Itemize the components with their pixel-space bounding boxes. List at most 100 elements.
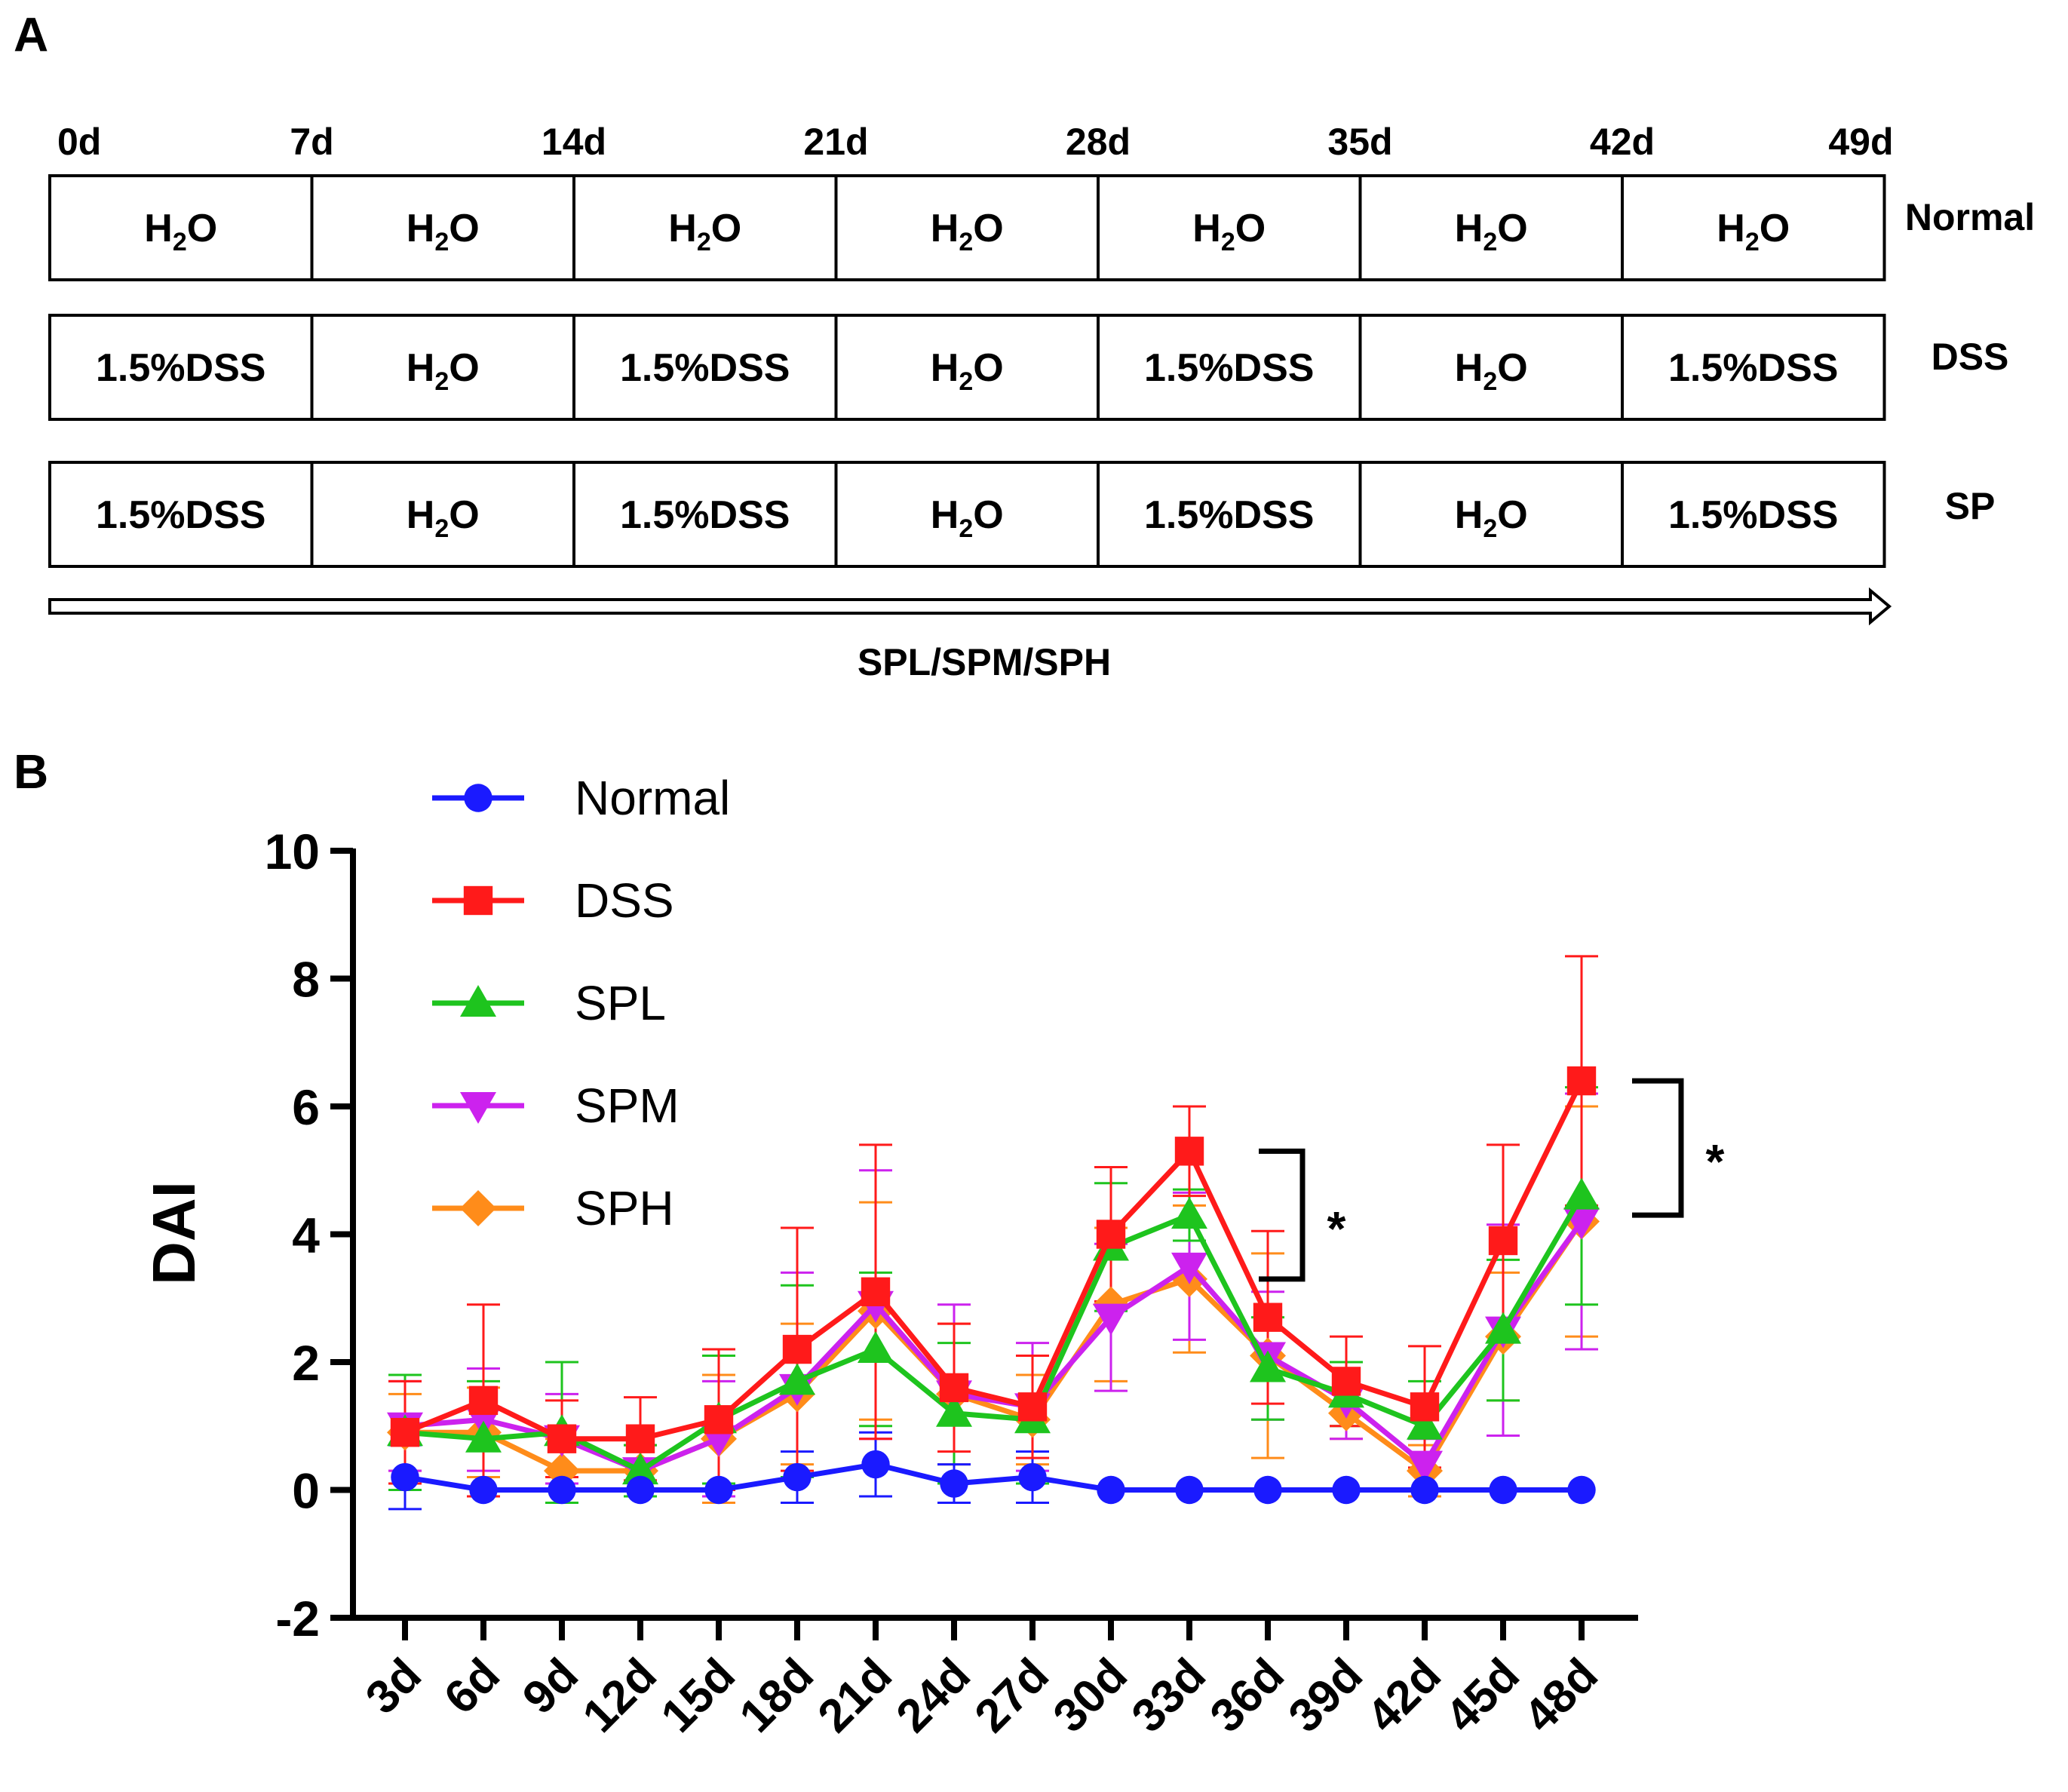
data-point-dss xyxy=(1488,1226,1518,1256)
cell-text-tail: O xyxy=(449,207,479,250)
data-point-normal xyxy=(1332,1475,1361,1505)
x-tick-label: 36d xyxy=(1201,1649,1294,1742)
data-point-spm xyxy=(1093,1303,1129,1336)
significance-bracket xyxy=(1632,1078,1684,1218)
cell-text-subscript: 2 xyxy=(173,228,187,256)
day-label: 49d xyxy=(1828,121,1893,163)
data-point-spm xyxy=(1171,1252,1207,1284)
cell-text-subscript: 2 xyxy=(1483,228,1497,256)
cell-text-tail: O xyxy=(187,207,217,250)
cell-text-tail: O xyxy=(1497,346,1527,390)
legend-marker-diamond xyxy=(460,1190,496,1226)
significance-star: * xyxy=(1706,1134,1725,1189)
x-tick-label: 18d xyxy=(730,1649,824,1742)
data-point-spl xyxy=(465,1420,502,1453)
data-point-dss xyxy=(861,1277,891,1306)
data-point-dss xyxy=(939,1373,969,1403)
x-tick-label: 39d xyxy=(1279,1649,1373,1742)
cell-text-main: H xyxy=(407,346,435,390)
data-point-normal xyxy=(1097,1475,1125,1505)
day-label: 0d xyxy=(57,121,101,163)
schedule-cell-text: 1.5%DSS xyxy=(1144,346,1314,390)
y-tick-label: 10 xyxy=(265,824,320,879)
x-tick-label: 12d xyxy=(573,1649,667,1742)
cell-text-subscript: 2 xyxy=(434,367,449,396)
cell-text-subscript: 2 xyxy=(434,514,449,543)
data-point-dss xyxy=(1410,1392,1440,1422)
data-point-spl xyxy=(622,1453,658,1485)
data-point-normal xyxy=(1489,1475,1517,1505)
legend-marker-circle xyxy=(464,784,492,812)
data-point-spl xyxy=(936,1395,972,1427)
data-point-normal xyxy=(861,1450,890,1479)
cell-text-tail: O xyxy=(1497,493,1527,537)
series-line-sph xyxy=(405,1220,1584,1474)
schedule-row-name: SP xyxy=(1945,485,1996,527)
y-tick-label: -2 xyxy=(275,1591,320,1646)
data-point-dss xyxy=(1566,1066,1597,1096)
cell-text-main: 1.5%DSS xyxy=(1144,493,1314,537)
cell-text-main: 1.5%DSS xyxy=(1668,346,1838,390)
cell-text-main: H xyxy=(1717,207,1745,250)
data-point-dss xyxy=(782,1334,812,1364)
cell-text-tail: O xyxy=(1497,207,1527,250)
schedule-cell-text: H2O xyxy=(1717,207,1790,256)
x-tick-label: 3d xyxy=(356,1649,431,1724)
x-tick-label: 48d xyxy=(1514,1649,1608,1742)
day-label: 21d xyxy=(803,121,868,163)
schedule-cell-text: H2O xyxy=(931,207,1004,256)
data-point-normal xyxy=(548,1475,576,1505)
treatment-arrow: SPL/SPM/SPH xyxy=(48,587,1892,683)
data-point-normal xyxy=(391,1462,419,1492)
cell-text-main: H xyxy=(931,346,959,390)
legend-marker-square xyxy=(463,885,493,916)
cell-text-main: 1.5%DSS xyxy=(96,493,265,537)
x-tick-label: 9d xyxy=(513,1649,588,1724)
x-tick-label: 6d xyxy=(434,1649,510,1724)
x-tick-label: 15d xyxy=(652,1649,745,1742)
data-point-normal xyxy=(1175,1475,1204,1505)
data-point-normal xyxy=(1567,1475,1596,1505)
data-point-normal xyxy=(704,1475,733,1505)
data-point-dss xyxy=(1174,1137,1204,1166)
data-point-spl xyxy=(1563,1177,1600,1210)
schedule-cell-text: 1.5%DSS xyxy=(1144,493,1314,537)
schedule-cell-text: H2O xyxy=(668,207,741,256)
y-tick-label: 2 xyxy=(292,1335,320,1391)
cell-text-main: H xyxy=(1455,207,1483,250)
treatment-arrow-label: SPL/SPM/SPH xyxy=(858,641,1111,683)
day-label: 7d xyxy=(290,121,333,163)
schedule-cell-text: H2O xyxy=(1192,207,1266,256)
cell-text-tail: O xyxy=(973,346,1003,390)
cell-text-subscript: 2 xyxy=(1221,228,1235,256)
cell-text-subscript: 2 xyxy=(959,514,973,543)
cell-text-main: H xyxy=(1192,207,1221,250)
data-point-normal xyxy=(1018,1462,1047,1492)
cell-text-main: H xyxy=(668,207,697,250)
data-point-normal xyxy=(1410,1475,1439,1505)
cell-text-subscript: 2 xyxy=(1483,367,1497,396)
data-point-spl xyxy=(858,1331,894,1364)
schedule-cell-text: 1.5%DSS xyxy=(1668,493,1838,537)
schedule-cell-text: H2O xyxy=(931,493,1004,543)
cell-text-main: H xyxy=(931,493,959,537)
cell-text-main: H xyxy=(144,207,173,250)
panel-a-label: A xyxy=(14,8,48,62)
x-tick-label: 33d xyxy=(1122,1649,1216,1742)
data-point-dss xyxy=(468,1385,499,1416)
legend-label: SPH xyxy=(575,1181,674,1235)
data-point-normal xyxy=(1253,1475,1282,1505)
cell-text-main: 1.5%DSS xyxy=(1668,493,1838,537)
schedule-cell-text: H2O xyxy=(1455,493,1528,543)
schedule-row-box xyxy=(48,314,1886,421)
data-point-dss xyxy=(1017,1392,1048,1422)
cell-text-subscript: 2 xyxy=(434,228,449,256)
schedule-cell-text: 1.5%DSS xyxy=(620,346,790,390)
series-line-normal xyxy=(404,1462,1582,1493)
cell-text-tail: O xyxy=(449,346,479,390)
x-tick-label: 30d xyxy=(1044,1649,1137,1742)
cell-text-subscript: 2 xyxy=(959,367,973,396)
x-tick-label: 27d xyxy=(965,1649,1059,1742)
data-point-spm xyxy=(1407,1450,1443,1483)
